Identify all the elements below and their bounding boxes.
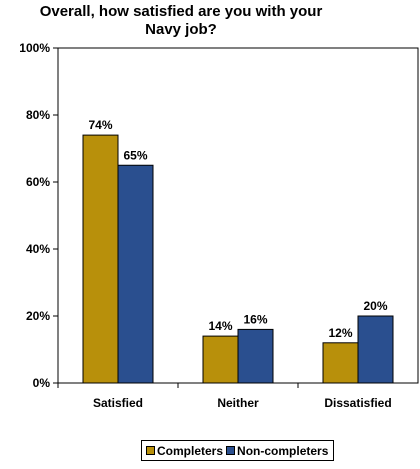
bar-non-completers [117,164,154,384]
legend-swatch-non-completers [226,446,236,455]
legend-label-non-completers: Non-completers [237,443,329,458]
chart-title-line-1: Overall, how satisfied are you with your [39,3,323,20]
y-tick-label: 40% [26,242,50,256]
data-label: 74% [88,118,112,132]
legend: Completers Non-completers [141,440,335,461]
legend-item-completers: Completers [146,444,223,458]
legend-label-completers: Completers [157,443,224,458]
y-tick-label: 100% [19,41,50,55]
bar-non-completers [237,328,274,384]
y-tick-label: 20% [26,309,50,323]
x-tick-label: Dissatisfied [324,396,391,410]
x-tick-label: Neither [217,396,259,410]
chart-title: Overall, how satisfied are you with your… [0,3,362,39]
data-label: 12% [328,326,352,340]
data-label: 65% [123,148,147,162]
bar-completers [322,342,359,384]
legend-item-non-completers: Non-completers [226,444,328,458]
data-label: 20% [363,299,387,313]
bar-completers [82,134,119,384]
data-label: 16% [243,312,267,326]
y-tick-label: 80% [26,108,50,122]
data-label: 14% [208,319,232,333]
bar-non-completers [357,315,394,384]
y-tick-label: 60% [26,175,50,189]
legend-swatch-completers [146,446,155,455]
x-tick-label: Satisfied [93,396,143,410]
y-tick-label: 0% [33,376,51,390]
bar-completers [202,335,239,384]
chart-title-line-2: Navy job? [145,21,217,38]
